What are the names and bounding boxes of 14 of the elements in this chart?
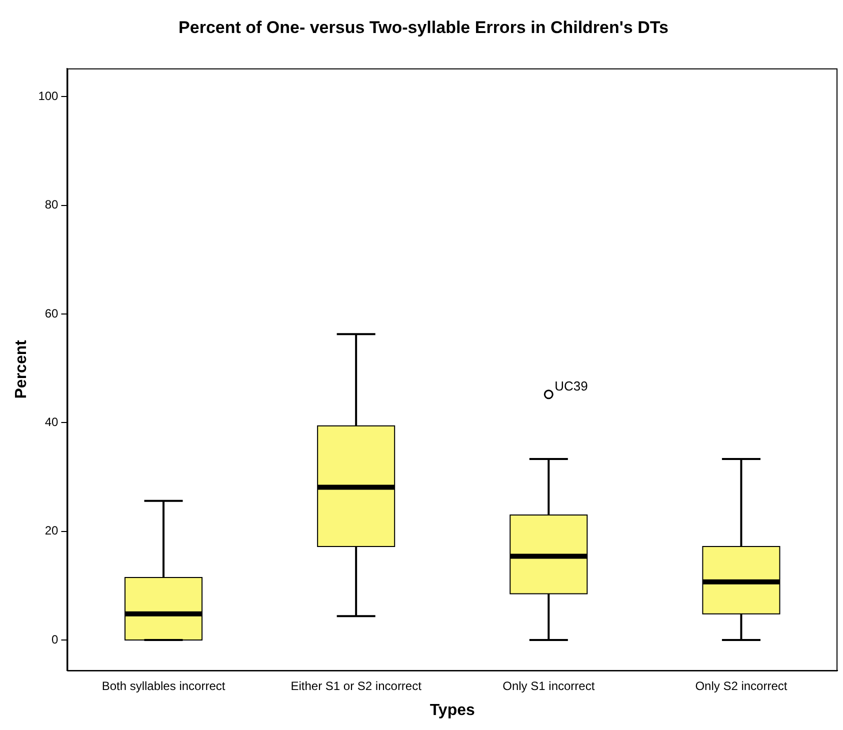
x-axis-title: Types [430,702,475,719]
x-tick-label: Either S1 or S2 incorrect [290,678,422,693]
y-axis-title: Percent [13,339,30,399]
y-tick-label: 20 [44,524,59,538]
chart-title: Percent of One- versus Two-syllable Errors in Children's DTs [178,18,668,37]
y-tick-label: 40 [44,414,59,429]
y-tick-label: 60 [44,306,59,320]
y-tick-label: 80 [44,198,59,212]
y-tick-label: 0 [52,632,59,646]
x-tick-label: Only S2 incorrect [695,678,788,693]
x-tick-label: Both syllables incorrect [102,678,226,693]
y-tick-label: 100 [38,88,59,103]
x-tick-label: Only S1 incorrect [502,678,596,693]
annotation: UC39 [554,378,588,394]
